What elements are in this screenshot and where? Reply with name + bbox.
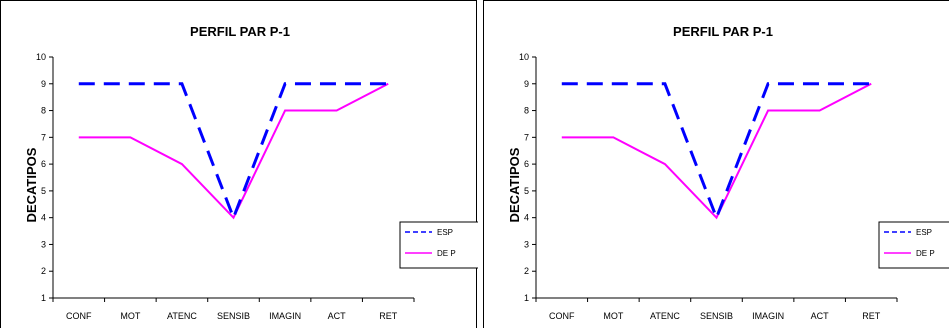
series-line-de-p bbox=[78, 82, 389, 220]
x-tick-label: ATENC bbox=[650, 311, 680, 321]
x-tick-label: RET bbox=[862, 311, 881, 321]
chart-svg-left: PERFIL PAR P-1 DECATIPOS 1 2 3 4 5 6 7 8 9 10 CONF… bbox=[0, 0, 478, 328]
series-group bbox=[561, 82, 872, 222]
x-tick-label: ACT bbox=[328, 311, 347, 321]
chart-panel-right: PERFIL PAR P-1 DECATIPOS 1 2 3 4 5 6 7 8 9 10 CONF… bbox=[483, 0, 949, 328]
legend-label-dep: DE P bbox=[437, 249, 456, 258]
series-group bbox=[78, 82, 389, 222]
x-tick-label: MOT bbox=[120, 311, 140, 321]
y-tick-label: 4 bbox=[524, 213, 529, 223]
axis-ticks: 1 2 3 4 5 6 7 8 9 10 CONF MOT ATENC SENSIB IMAGIN ACT RE… bbox=[519, 52, 898, 321]
x-tick-label: RET bbox=[379, 311, 398, 321]
y-tick-label: 2 bbox=[524, 266, 529, 276]
y-tick-label: 1 bbox=[524, 293, 529, 303]
series-line-esp bbox=[78, 82, 389, 222]
y-tick-label: 3 bbox=[524, 239, 529, 249]
axis-ticks: 1 2 3 4 5 6 7 8 9 10 CONF MOT ATENC SENSIB IMAGIN ACT RE… bbox=[36, 52, 415, 321]
y-tick-label: 8 bbox=[524, 106, 529, 116]
y-tick-label: 6 bbox=[524, 159, 529, 169]
y-tick-label: 5 bbox=[524, 186, 529, 196]
y-tick-label: 4 bbox=[41, 213, 46, 223]
chart-title: PERFIL PAR P-1 bbox=[190, 24, 290, 39]
y-tick-label: 10 bbox=[519, 52, 529, 62]
legend-box bbox=[399, 221, 478, 269]
y-axis-label: DECATIPOS bbox=[507, 147, 522, 222]
y-tick-label: 9 bbox=[41, 79, 46, 89]
y-tick-label: 1 bbox=[41, 293, 46, 303]
chart-frame bbox=[0, 0, 477, 328]
x-tick-label: IMAGIN bbox=[269, 311, 301, 321]
series-line-de-p bbox=[561, 82, 872, 220]
legend: ESP DE P bbox=[399, 221, 478, 269]
y-tick-label: 5 bbox=[41, 186, 46, 196]
chart-frame bbox=[483, 0, 949, 328]
x-tick-label: MOT bbox=[603, 311, 623, 321]
x-tick-label: CONF bbox=[66, 311, 92, 321]
y-tick-label: 3 bbox=[41, 239, 46, 249]
x-tick-label: ATENC bbox=[167, 311, 197, 321]
x-tick-label: IMAGIN bbox=[752, 311, 784, 321]
x-tick-label: SENSIB bbox=[700, 311, 733, 321]
y-tick-label: 2 bbox=[41, 266, 46, 276]
y-tick-label: 7 bbox=[524, 132, 529, 142]
x-tick-label: ACT bbox=[811, 311, 830, 321]
y-axis-label: DECATIPOS bbox=[24, 147, 39, 222]
chart-panel-left: PERFIL PAR P-1 DECATIPOS 1 2 3 4 5 6 7 8 9 10 CONF… bbox=[0, 0, 478, 328]
y-tick-label: 7 bbox=[41, 132, 46, 142]
x-tick-label: CONF bbox=[549, 311, 575, 321]
legend: ESP DE P bbox=[878, 221, 949, 269]
series-line-esp bbox=[561, 82, 872, 222]
y-tick-label: 10 bbox=[36, 52, 46, 62]
y-tick-label: 8 bbox=[41, 106, 46, 116]
legend-label-esp: ESP bbox=[916, 228, 932, 237]
x-tick-label: SENSIB bbox=[217, 311, 250, 321]
chart-title: PERFIL PAR P-1 bbox=[673, 24, 773, 39]
y-tick-label: 6 bbox=[41, 159, 46, 169]
legend-label-esp: ESP bbox=[437, 228, 453, 237]
legend-box bbox=[878, 221, 949, 269]
legend-label-dep: DE P bbox=[916, 249, 935, 258]
chart-svg-right: PERFIL PAR P-1 DECATIPOS 1 2 3 4 5 6 7 8 9 10 CONF… bbox=[483, 0, 949, 328]
y-tick-label: 9 bbox=[524, 79, 529, 89]
